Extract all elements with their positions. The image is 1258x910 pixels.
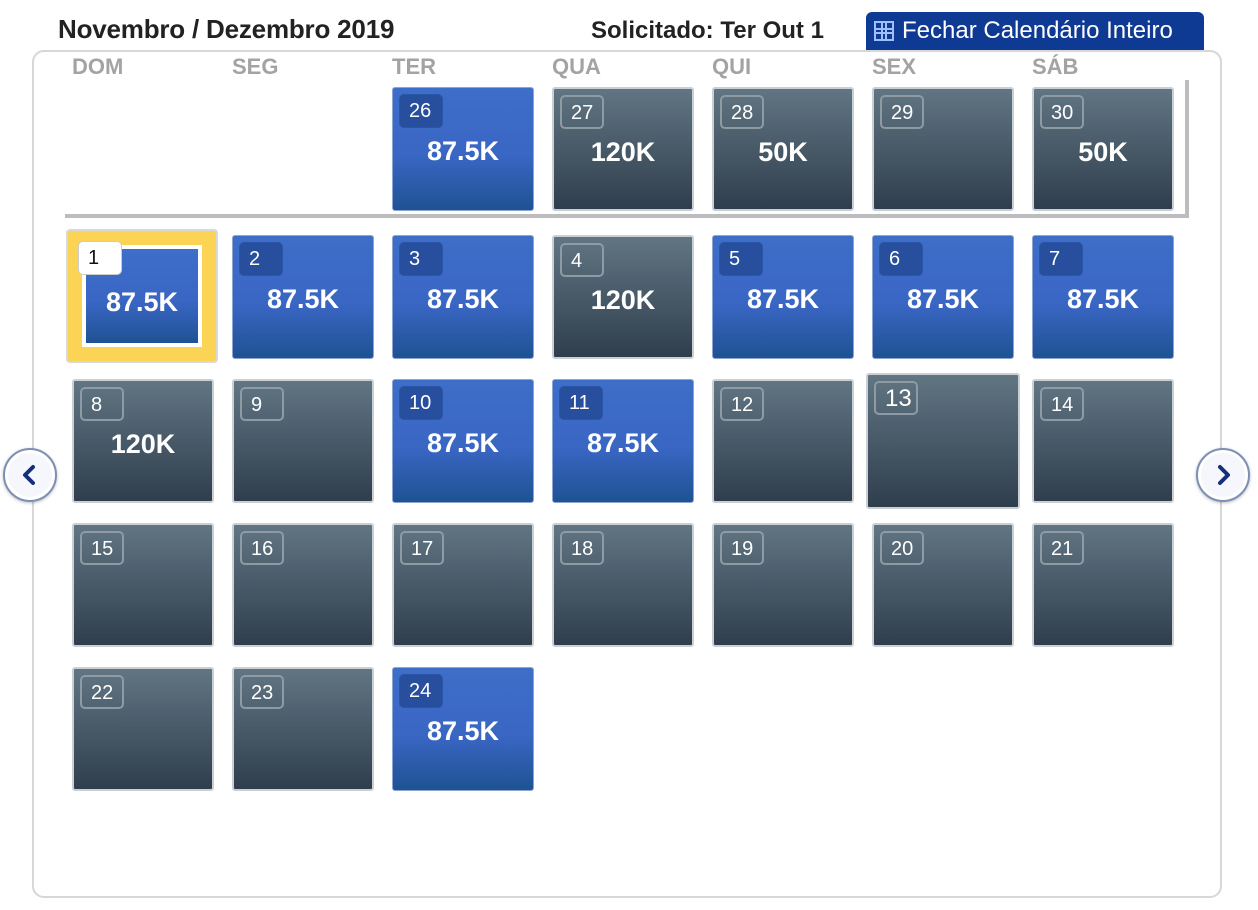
day-price: 87.5K — [426, 136, 500, 166]
day-cell-7[interactable]: 7 87.5K — [1032, 235, 1174, 359]
day-price: 87.5K — [746, 284, 820, 314]
month-separator-horizontal — [65, 214, 1189, 218]
day-cell-2[interactable]: 2 87.5K — [232, 235, 374, 359]
day-number: 11 — [559, 386, 603, 420]
requested-date: Solicitado: Ter Out 1 — [591, 17, 824, 44]
weekday-label: QUI — [712, 54, 752, 79]
weekday-label: TER — [392, 54, 436, 79]
day-cell-30[interactable]: 30 50K — [1032, 87, 1174, 211]
day-cell-14[interactable]: 14 — [1032, 379, 1174, 503]
day-number: 4 — [560, 243, 604, 277]
day-number: 9 — [240, 387, 284, 421]
previous-month-button[interactable] — [3, 448, 57, 502]
day-cell-1[interactable]: 1 87.5K — [66, 229, 218, 363]
day-cell-15[interactable]: 15 — [72, 523, 214, 647]
day-cell-23[interactable]: 23 — [232, 667, 374, 791]
day-price: 87.5K — [266, 284, 340, 314]
day-cell-8[interactable]: 8 120K — [72, 379, 214, 503]
day-cell-22[interactable]: 22 — [72, 667, 214, 791]
day-cell-12[interactable]: 12 — [712, 379, 854, 503]
day-cell-13[interactable]: 13 — [866, 373, 1020, 509]
day-cell-11[interactable]: 11 87.5K — [552, 379, 694, 503]
day-number: 21 — [1040, 531, 1084, 565]
close-full-calendar-button[interactable]: Fechar Calendário Inteiro — [866, 12, 1204, 50]
day-price: 87.5K — [426, 428, 500, 458]
weekday-label: QUA — [552, 54, 601, 79]
day-cell-16[interactable]: 16 — [232, 523, 374, 647]
day-number: 24 — [399, 674, 443, 708]
weekday-label: SÁB — [1032, 54, 1079, 79]
day-cell-4[interactable]: 4 120K — [552, 235, 694, 359]
day-number: 13 — [874, 381, 918, 415]
day-number: 2 — [239, 242, 283, 276]
calendar-grid-icon — [874, 21, 894, 41]
day-number: 5 — [719, 242, 763, 276]
day-cell-19[interactable]: 19 — [712, 523, 854, 647]
day-cell-18[interactable]: 18 — [552, 523, 694, 647]
day-number: 23 — [240, 675, 284, 709]
day-price: 120K — [590, 285, 656, 315]
day-number: 30 — [1040, 95, 1084, 129]
day-cell-3[interactable]: 3 87.5K — [392, 235, 534, 359]
day-number: 16 — [240, 531, 284, 565]
day-cell-28[interactable]: 28 50K — [712, 87, 854, 211]
next-month-button[interactable] — [1196, 448, 1250, 502]
weekday-label: SEG — [232, 54, 279, 79]
day-price: 50K — [758, 137, 808, 167]
day-cell-5[interactable]: 5 87.5K — [712, 235, 854, 359]
day-price: 50K — [1078, 137, 1128, 167]
chevron-right-icon — [1218, 465, 1230, 485]
day-price: 87.5K — [906, 284, 980, 314]
day-price: 87.5K — [586, 428, 660, 458]
day-cell-29[interactable]: 29 — [872, 87, 1014, 211]
day-number: 17 — [400, 531, 444, 565]
day-cell-10[interactable]: 10 87.5K — [392, 379, 534, 503]
day-price: 87.5K — [426, 716, 500, 746]
month-separator-vertical — [1185, 80, 1189, 218]
day-number: 27 — [560, 95, 604, 129]
day-price: 87.5K — [1066, 284, 1140, 314]
day-cell-17[interactable]: 17 — [392, 523, 534, 647]
day-number: 26 — [399, 94, 443, 128]
day-cell-21[interactable]: 21 — [1032, 523, 1174, 647]
day-number: 10 — [399, 386, 443, 420]
day-cell-26[interactable]: 26 87.5K — [392, 87, 534, 211]
day-number: 22 — [80, 675, 124, 709]
day-cell-20[interactable]: 20 — [872, 523, 1014, 647]
day-number: 19 — [720, 531, 764, 565]
day-number: 1 — [78, 241, 122, 275]
day-number: 29 — [880, 95, 924, 129]
day-number: 14 — [1040, 387, 1084, 421]
day-cell-6[interactable]: 6 87.5K — [872, 235, 1014, 359]
weekday-label: SEX — [872, 54, 917, 79]
day-cell-24[interactable]: 24 87.5K — [392, 667, 534, 791]
day-number: 20 — [880, 531, 924, 565]
chevron-left-icon — [23, 465, 35, 485]
day-number: 7 — [1039, 242, 1083, 276]
calendar-title: Novembro / Dezembro 2019 — [58, 14, 395, 44]
day-price: 120K — [590, 137, 656, 167]
day-number: 3 — [399, 242, 443, 276]
day-number: 8 — [80, 387, 124, 421]
day-price: 87.5K — [105, 287, 179, 317]
day-number: 12 — [720, 387, 764, 421]
day-price: 120K — [110, 429, 176, 459]
day-number: 18 — [560, 531, 604, 565]
day-cell-27[interactable]: 27 120K — [552, 87, 694, 211]
weekday-label: DOM — [72, 54, 124, 79]
close-full-calendar-label: Fechar Calendário Inteiro — [902, 17, 1173, 44]
day-number: 6 — [879, 242, 923, 276]
day-cell-9[interactable]: 9 — [232, 379, 374, 503]
day-price: 87.5K — [426, 284, 500, 314]
day-number: 15 — [80, 531, 124, 565]
day-number: 28 — [720, 95, 764, 129]
